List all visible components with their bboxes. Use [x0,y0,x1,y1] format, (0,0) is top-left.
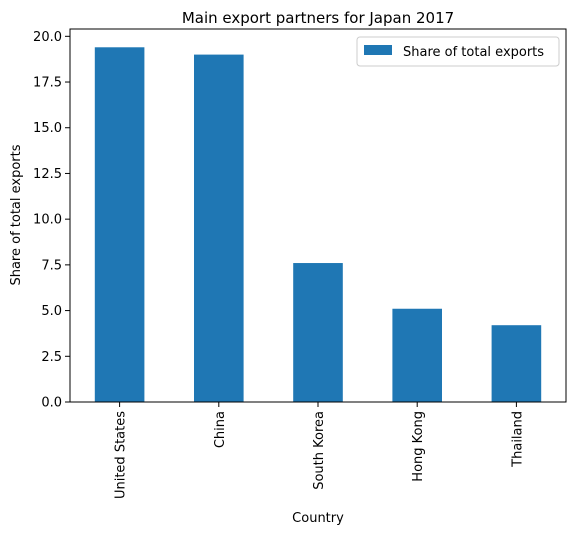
y-tick-label: 5.0 [41,304,62,319]
y-axis: 0.0 2.5 5.0 7.5 10.0 12.5 15.0 17.5 20.0 [33,30,70,411]
y-tick-label: 10.0 [33,213,62,228]
chart-title: Main export partners for Japan 2017 [182,9,454,27]
legend: Share of total exports [356,36,560,67]
plot-frame [69,28,567,403]
y-tick-label: 12.5 [33,167,62,182]
x-tick-label: United States [114,411,129,499]
legend-swatch [364,45,392,55]
bar-united-states [94,47,145,403]
x-tick-label: South Korea [312,411,327,490]
x-axis-label: Country [292,511,344,526]
y-tick-label: 15.0 [33,121,62,136]
legend-frame [356,36,560,67]
x-axis: United States China South Korea Hong Kong Th… [114,402,525,499]
y-tick-label: 20.0 [33,30,62,45]
bar-hong-kong [392,308,442,402]
x-tick-label: Hong Kong [411,411,426,482]
y-axis-label: Share of total exports [9,144,24,285]
x-tick-label: Thailand [510,411,525,468]
bar-china [194,54,244,403]
bar-thailand [491,325,542,402]
bars-group [94,47,542,403]
bar-south-korea [293,263,343,402]
y-tick-label: 0.0 [41,396,62,411]
legend-entry-label: Share of total exports [403,45,544,60]
y-tick-label: 2.5 [41,350,62,365]
y-tick-label: 7.5 [41,258,62,273]
x-tick-label: China [213,411,228,448]
y-tick-label: 17.5 [33,76,62,91]
